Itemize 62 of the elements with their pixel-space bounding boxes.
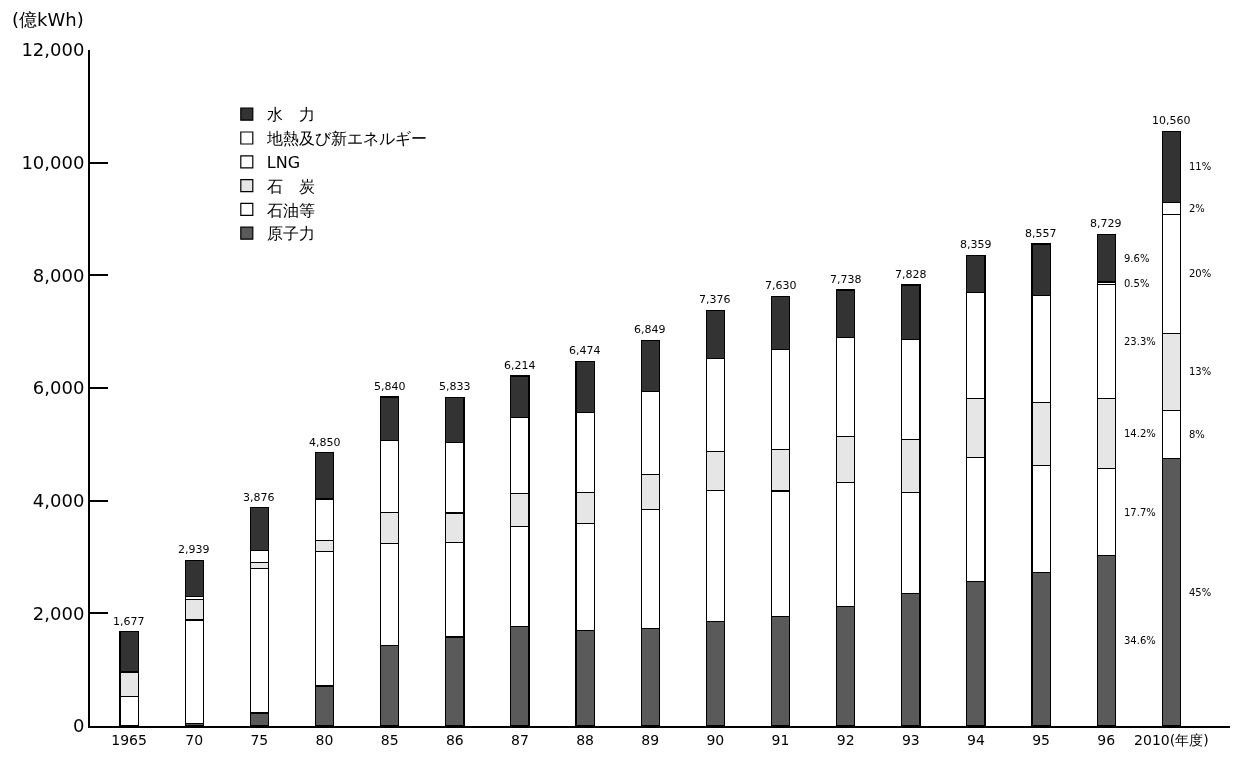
x-tick-label: 90 <box>706 731 725 748</box>
total-label: 5,833 <box>439 380 471 393</box>
legend-label: 水 力 <box>266 105 315 125</box>
annotation: 20% <box>1189 268 1212 279</box>
x-tick-label: 89 <box>641 731 660 748</box>
x-tick-label: 87 <box>511 731 529 748</box>
y-axis-title: (億kWh) <box>12 9 84 30</box>
y-tick-label: 8,000 <box>32 264 85 286</box>
annotation: 2% <box>1189 203 1205 214</box>
total-label: 10,560 <box>1152 114 1191 127</box>
x-tick-label: 93 <box>901 731 920 748</box>
x-tick-label: 91 <box>771 731 790 748</box>
y-tick-label: 12,000 <box>21 39 85 61</box>
annotation: 23.3% <box>1124 336 1156 347</box>
y-tick-label: 10,000 <box>21 151 85 173</box>
legend-label: LNG <box>266 153 301 173</box>
total-label: 7,828 <box>895 268 927 281</box>
x-tick-label: 94 <box>967 731 985 748</box>
y-tick-label: 4,000 <box>32 489 85 511</box>
x-tick-label: 88 <box>576 731 594 748</box>
total-label: 6,474 <box>569 344 601 357</box>
annotation: 13% <box>1189 366 1212 377</box>
legend-label: 石油等 <box>266 200 315 220</box>
bar <box>184 559 204 598</box>
total-label: 6,214 <box>504 359 536 372</box>
x-tick-label: 96 <box>1097 731 1116 748</box>
annotation: 0.5% <box>1124 278 1150 289</box>
x-tick-label: 95 <box>1032 731 1050 748</box>
annotation: 8% <box>1189 429 1205 440</box>
legend-label: 地熱及び新エネルギー <box>265 129 427 149</box>
total-label: 1,677 <box>113 615 145 628</box>
total-label: 7,738 <box>830 273 862 286</box>
total-label: 7,376 <box>699 293 731 306</box>
annotation: 45% <box>1189 587 1212 598</box>
y-tick-label: 6,000 <box>32 377 85 399</box>
annotation: 17.7% <box>1124 507 1156 518</box>
annotation: 9.6% <box>1124 253 1150 264</box>
x-tick-label: 80 <box>315 731 334 748</box>
total-label: 8,359 <box>960 238 992 251</box>
annotation: 34.6% <box>1124 635 1156 646</box>
annotation: 14.2% <box>1124 428 1156 439</box>
x-tick-label: 92 <box>836 731 855 748</box>
legend-label: 石 炭 <box>266 176 315 196</box>
y-tick-label: 2,000 <box>32 602 85 624</box>
total-label: 7,630 <box>765 279 797 292</box>
legend-label: 原子力 <box>266 224 315 244</box>
x-tick-label: 2010(年度) <box>1134 731 1209 748</box>
x-tick-label: 70 <box>185 731 204 748</box>
x-tick-label: 1965 <box>111 731 147 748</box>
x-tick-label: 75 <box>250 731 269 748</box>
total-label: 4,850 <box>309 436 341 449</box>
total-label: 6,849 <box>634 323 666 336</box>
total-label: 8,557 <box>1025 227 1057 240</box>
x-tick-label: 86 <box>445 731 464 748</box>
bar <box>1096 233 1116 283</box>
total-label: 3,876 <box>243 491 275 504</box>
x-tick-label: 85 <box>380 731 399 748</box>
annotation: 11% <box>1189 161 1212 172</box>
total-label: 8,729 <box>1090 217 1122 230</box>
total-label: 2,939 <box>178 543 210 556</box>
y-tick-label: 0 <box>72 715 85 737</box>
total-label: 5,840 <box>374 380 406 393</box>
